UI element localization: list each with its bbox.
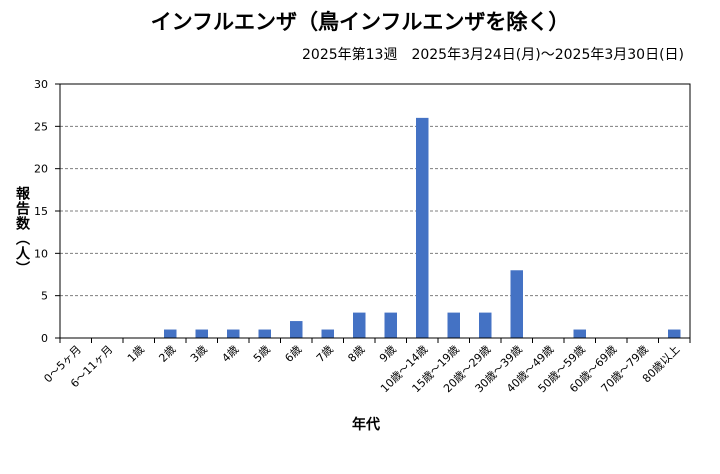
y-tick-label: 30 [34,78,48,91]
bar [195,329,208,338]
bar [353,312,366,338]
bar [384,312,397,338]
bar [416,117,429,338]
x-tick-label: 1歳 [125,343,147,365]
bars [164,117,681,338]
y-tick-labels: 0 5 10 15 20 25 30 [34,78,48,345]
x-tick-label: 9歳 [377,343,399,365]
y-axis-label: 報告数（人） [14,186,30,276]
x-tick-label: 7歳 [314,343,336,365]
bar [164,329,177,338]
bar [510,270,523,338]
chart-title: インフルエンザ（鳥インフルエンザを除く） [150,10,570,34]
bar [258,329,271,338]
gridlines [60,125,690,297]
bar [479,312,492,338]
y-tick-label: 10 [34,247,48,260]
bar [447,312,460,338]
x-tick-label: 6歳 [282,343,304,365]
chart-subtitle: 2025年第13週 2025年3月24日(月)〜2025年3月30日(日) [302,47,684,63]
axes [55,83,691,343]
y-tick-label: 0 [41,332,48,345]
x-axis-label: 年代 [352,417,380,433]
bar [290,321,303,338]
bar [668,329,681,338]
x-tick-label: 3歳 [188,343,210,365]
y-tick-label: 20 [34,163,48,176]
y-tick-label: 25 [34,120,48,133]
bar [573,329,586,338]
x-tick-label: 8歳 [345,343,367,365]
x-tick-label: 5歳 [251,343,273,365]
bar [227,329,240,338]
y-tick-label: 15 [34,205,48,218]
bar [321,329,334,338]
y-tick-label: 5 [41,290,48,303]
x-tick-label: 2歳 [156,343,178,365]
x-tick-label: 4歳 [219,343,241,365]
